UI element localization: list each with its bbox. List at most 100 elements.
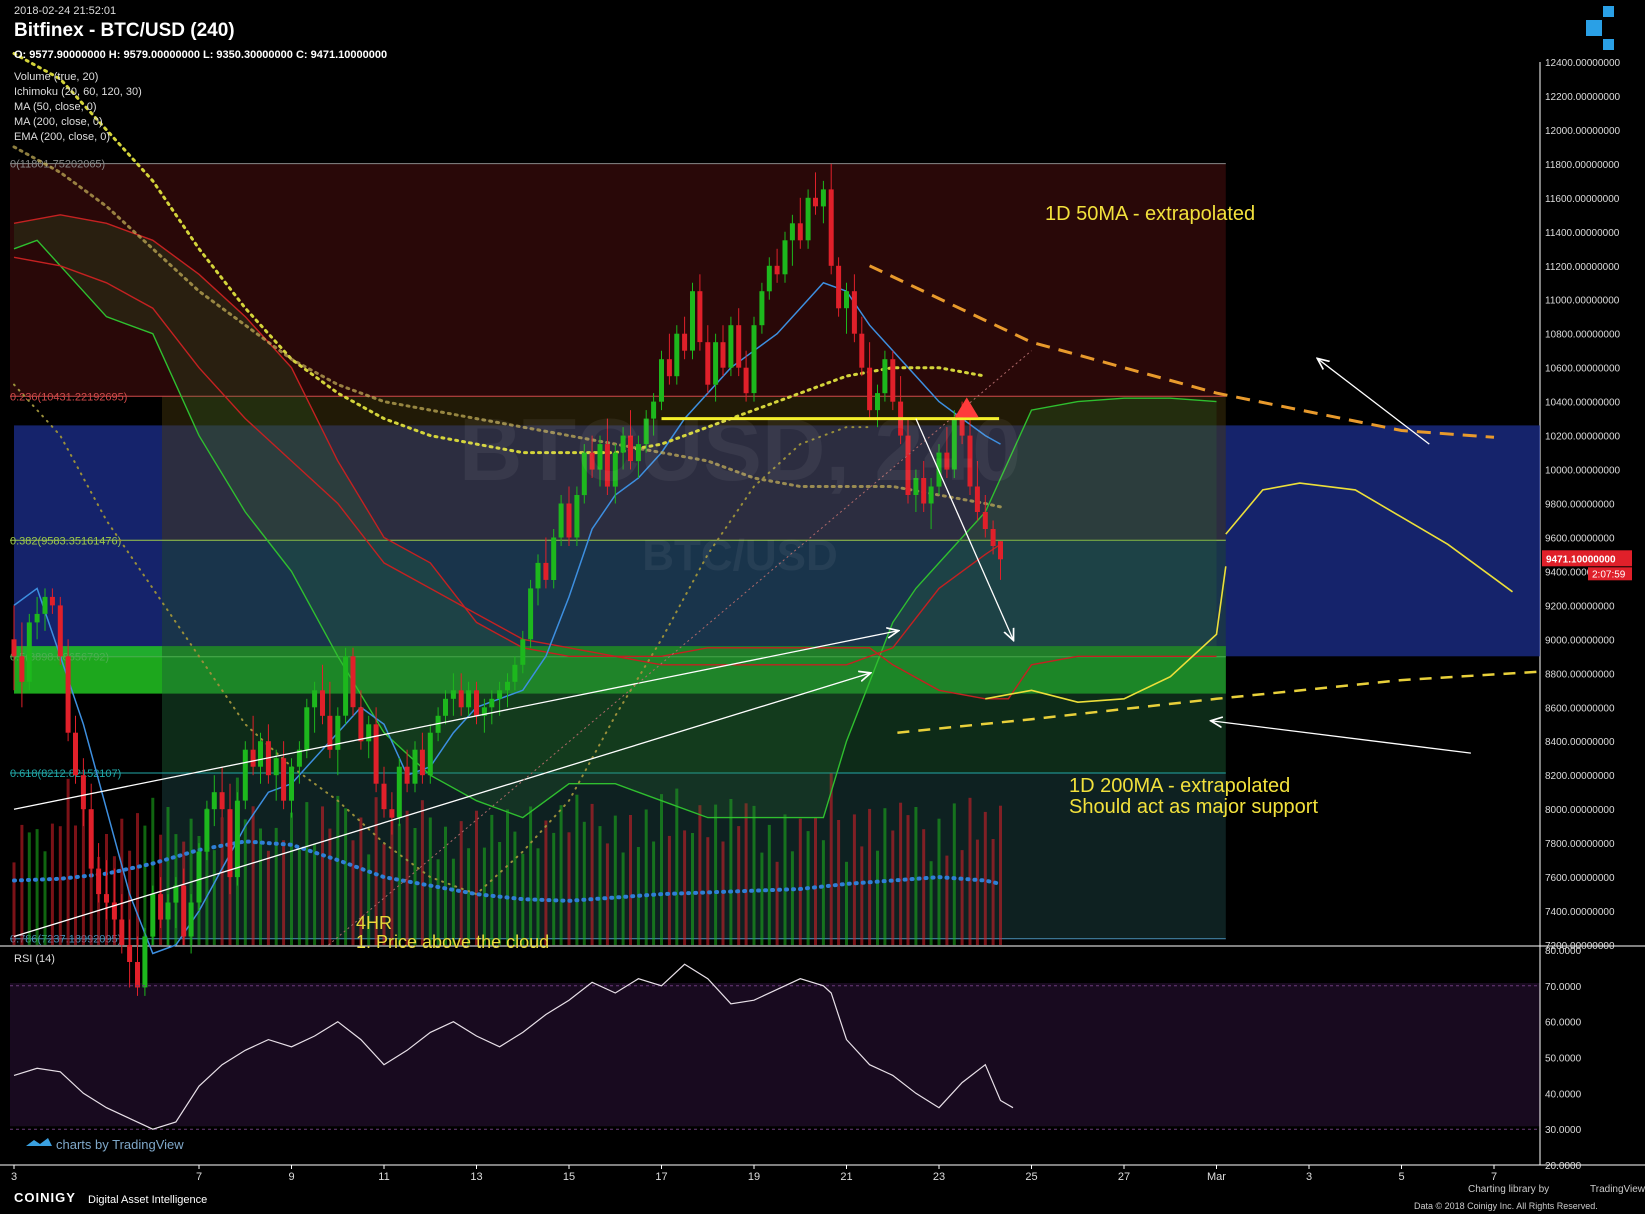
x-tick-label: 25	[1025, 1171, 1037, 1183]
volume-bar	[767, 824, 771, 945]
rsi-tick-label: 50.0000	[1545, 1054, 1582, 1065]
candle-body	[543, 562, 549, 580]
rsi-label: RSI (14)	[14, 953, 55, 965]
volume-bar	[783, 814, 787, 945]
coinigy-logo[interactable]: COINIGY	[14, 1190, 76, 1205]
volume-bar	[74, 825, 77, 945]
candle-body	[512, 664, 518, 682]
highlight-zones	[14, 425, 1540, 694]
volume-bar	[613, 815, 617, 945]
annotation-note-line1: 4HR	[356, 913, 392, 933]
candle-body	[944, 452, 950, 470]
dotted-trendline	[328, 350, 1032, 946]
candle-body	[234, 800, 240, 878]
candle-body	[612, 452, 618, 487]
candle-body	[505, 681, 510, 691]
indicator-ema200[interactable]: EMA (200, close, 0)	[14, 131, 110, 143]
candle-body	[998, 541, 1003, 560]
current-price-badge	[1542, 550, 1632, 567]
candle-body	[574, 495, 580, 538]
volume-bar	[428, 817, 432, 945]
drawing-tools[interactable]	[13, 264, 1541, 946]
price-tick-label: 9600.00000000	[1545, 534, 1615, 545]
volume-bar	[937, 818, 941, 945]
candle-body	[836, 265, 842, 309]
annotation-ma50: 1D 50MA - extrapolated	[1045, 203, 1255, 225]
volume-bar	[336, 795, 340, 945]
candle-body	[566, 503, 572, 538]
candle-body	[49, 596, 55, 606]
candle-body	[412, 749, 418, 784]
price-tick-label: 11200.00000000	[1545, 262, 1620, 273]
volume-bar	[529, 806, 533, 945]
volume-bar	[752, 805, 756, 945]
indicator-ma50[interactable]: MA (50, close, 0)	[14, 101, 97, 113]
candle-body	[651, 401, 657, 419]
volume-bar	[906, 815, 910, 945]
candle-body	[57, 605, 63, 657]
fib-level-label: 0.786(7237.18992095)	[10, 934, 121, 946]
price-tick-label: 12200.00000000	[1545, 92, 1621, 103]
volume-bar	[413, 828, 417, 945]
cloud-fill	[14, 214, 1217, 818]
current-price-label: 9471.10000000	[1546, 554, 1616, 565]
volume-bar	[945, 855, 949, 945]
indicator-ma200[interactable]: MA (200, close, 0)	[14, 116, 103, 128]
candle-body	[659, 359, 664, 402]
candle-body	[327, 715, 333, 750]
candle-body	[173, 885, 179, 903]
volume-bar	[729, 799, 733, 945]
candle-body	[150, 894, 156, 937]
price-tick-label: 9000.00000000	[1545, 635, 1615, 646]
candle-body	[558, 503, 564, 538]
price-tick-label: 8400.00000000	[1545, 737, 1615, 748]
charting-library-label: Charting library by	[1468, 1184, 1550, 1195]
volume-bar	[922, 829, 926, 945]
coinigy-brand-icon	[1586, 6, 1626, 50]
ma200-dotted	[12, 145, 1002, 509]
countdown-badge	[1588, 567, 1632, 581]
candle-body	[219, 792, 225, 810]
volume-bar	[89, 810, 93, 945]
candle-body	[474, 690, 479, 716]
volume-bar	[798, 818, 802, 945]
indicator-volume[interactable]: Volume (true, 20)	[14, 71, 99, 83]
candle-body	[312, 690, 318, 708]
candle-body	[635, 444, 641, 462]
ma200-daily-projection	[897, 670, 1541, 734]
volume-bar	[43, 851, 47, 945]
candle-body	[11, 639, 17, 657]
candle-body	[419, 749, 425, 776]
price-tick-label: 8800.00000000	[1545, 669, 1615, 680]
volume-bar	[321, 806, 324, 945]
volume-bar	[590, 803, 594, 945]
tradingview-logo[interactable]: TradingView	[1590, 1184, 1645, 1195]
support-trendline-1	[13, 631, 897, 810]
volume-bar	[860, 846, 864, 945]
volume-bar	[498, 842, 502, 945]
candle-body	[250, 749, 256, 767]
copyright: Data © 2018 Coinigy Inc. All Rights Rese…	[1414, 1201, 1598, 1211]
future-cloud-upper	[1225, 482, 1513, 593]
candle-body	[713, 342, 719, 385]
rsi-pane[interactable]: charts by TradingView	[10, 963, 1540, 1152]
candle-body	[928, 486, 934, 504]
rsi-tick-label: 60.0000	[1545, 1018, 1582, 1029]
fib-band	[162, 396, 1226, 541]
candle-body	[604, 444, 610, 487]
volume-bar	[305, 802, 309, 945]
volume-bar	[420, 800, 424, 945]
candle-body	[959, 418, 965, 436]
volume-bar	[81, 797, 85, 945]
candle-body	[443, 698, 448, 716]
volume-bar	[852, 814, 856, 945]
ohlc-readout: O: 9577.90000000 H: 9579.00000000 L: 935…	[14, 49, 388, 61]
candle-body	[705, 342, 711, 385]
volume-bar	[259, 828, 262, 945]
volume-bar	[367, 854, 371, 945]
indicator-ichimoku[interactable]: Ichimoku (20, 60, 120, 30)	[14, 86, 142, 98]
price-tick-label: 8000.00000000	[1545, 805, 1615, 816]
volume-bar	[829, 773, 833, 945]
fib-band	[162, 656, 1226, 774]
